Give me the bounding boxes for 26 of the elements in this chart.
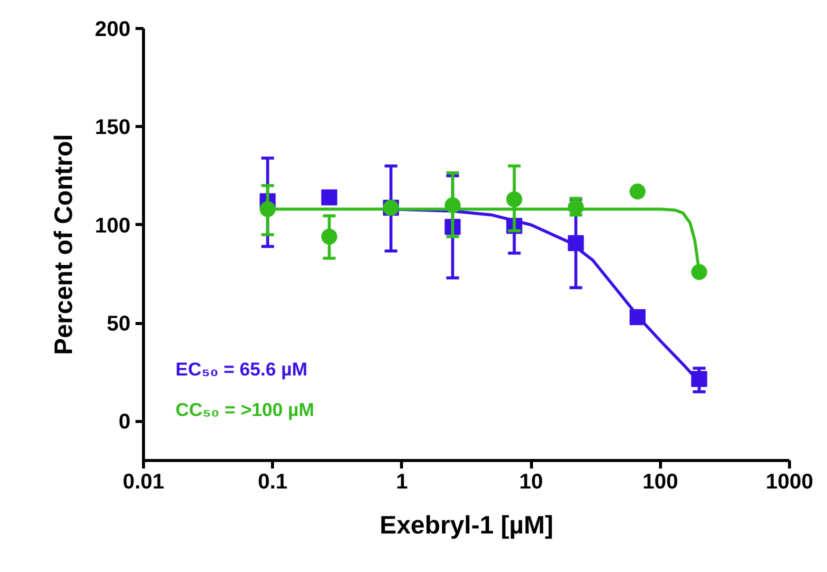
y-axis-title: Percent of Control <box>50 134 78 355</box>
y-tick-label: 100 <box>94 213 131 238</box>
x-tick-label: 1 <box>396 470 408 494</box>
point <box>691 371 708 388</box>
point <box>321 189 338 206</box>
annotation: EC₅₀ = 65.6 µM <box>176 358 308 380</box>
x-tick-label: 1000 <box>766 470 814 494</box>
x-tick-label: 10 <box>519 470 543 494</box>
point <box>568 235 584 252</box>
point <box>506 191 522 208</box>
x-axis-title: Exebryl-1 [µM] <box>380 512 554 540</box>
point <box>444 197 461 214</box>
point <box>691 264 708 280</box>
x-tick-label: 0.1 <box>258 470 288 494</box>
point <box>630 309 646 326</box>
annotation: CC₅₀ = >100 µM <box>176 398 314 420</box>
y-tick-label: 200 <box>94 17 131 41</box>
y-tick-label: 150 <box>94 115 131 140</box>
point <box>630 183 646 200</box>
point <box>260 201 276 218</box>
y-tick-label: 0 <box>118 410 131 434</box>
y-tick-label: 50 <box>106 312 131 336</box>
x-tick-label: 100 <box>642 470 678 494</box>
x-tick-label: 0.01 <box>122 470 164 494</box>
point <box>568 199 584 216</box>
point <box>321 228 338 245</box>
